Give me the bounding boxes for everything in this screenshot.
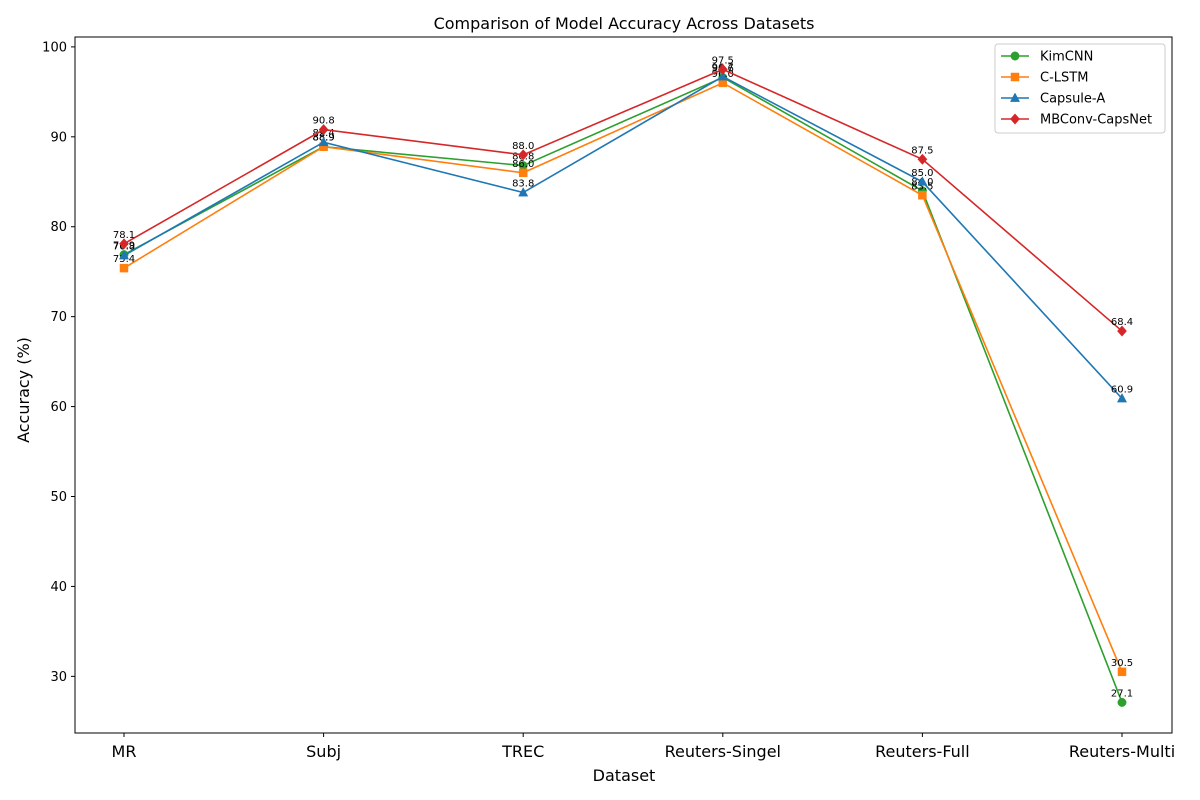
- data-point: [1117, 325, 1127, 337]
- y-tick-label: 70: [50, 310, 67, 325]
- x-tick-label: TREC: [501, 742, 544, 761]
- data-point: [518, 149, 529, 161]
- legend-item: KimCNN: [1001, 50, 1093, 65]
- series-line: [123, 75, 1123, 400]
- y-tick-label: 30: [50, 670, 67, 685]
- data-label: 27.1: [1111, 688, 1133, 699]
- y-tick-label: 40: [50, 580, 67, 595]
- x-tick-label: Reuters-Singel: [665, 742, 781, 761]
- data-point: [717, 63, 728, 75]
- data-point: [518, 168, 528, 178]
- chart-title: Comparison of Model Accuracy Across Data…: [434, 14, 815, 33]
- data-point: [918, 191, 927, 200]
- y-tick-label: 80: [50, 220, 67, 235]
- data-label: 60.9: [1111, 384, 1133, 395]
- y-tick-label: 50: [50, 490, 67, 505]
- series-capsule-a: 76.889.483.896.785.060.9: [113, 63, 1133, 403]
- y-axis-title: Accuracy (%): [14, 337, 33, 443]
- legend-item: Capsule-A: [1001, 92, 1105, 107]
- legend-label: MBConv-CapsNet: [1040, 113, 1152, 128]
- x-tick-label: Subj: [306, 742, 341, 761]
- data-point: [518, 187, 529, 197]
- data-point: [1117, 667, 1127, 677]
- data-label: 86.0: [512, 159, 534, 170]
- legend: KimCNN C-LSTM Capsule-A MBConv-CapsNet: [994, 43, 1166, 134]
- data-label: 83.5: [911, 181, 933, 192]
- data-point: [118, 249, 130, 260]
- series-c-lstm: 75.488.986.096.083.530.5: [113, 69, 1133, 677]
- series-kimcnn: 76.988.986.896.684.027.1: [113, 63, 1133, 707]
- data-label: 30.5: [1111, 658, 1133, 669]
- data-label: 90.8: [312, 116, 334, 127]
- data-label: 97.5: [712, 55, 734, 66]
- y-tick-label: 100: [42, 40, 67, 55]
- legend-item: MBConv-CapsNet: [1001, 113, 1152, 128]
- x-tick-label: Reuters-Multi: [1069, 742, 1175, 761]
- y-tick-label: 90: [50, 130, 67, 145]
- axes-frame: [74, 36, 1173, 734]
- data-point: [917, 176, 928, 186]
- x-tick-label: MR: [112, 742, 137, 761]
- data-label: 78.1: [113, 230, 135, 241]
- legend-marker: [1010, 72, 1020, 82]
- data-label: 88.0: [512, 141, 534, 152]
- data-label: 68.4: [1111, 317, 1133, 328]
- plot-area: 30 40 50 60 70 80 90 100 MR Subj TREC Reuters-Singe…: [42, 36, 1175, 761]
- legend-marker: [1009, 92, 1021, 102]
- data-point: [917, 153, 928, 165]
- series-line: [123, 68, 1123, 332]
- legend-label: C-LSTM: [1040, 71, 1088, 86]
- legend-item: C-LSTM: [1001, 71, 1088, 86]
- y-tick-label: 60: [50, 400, 67, 415]
- data-point: [318, 124, 329, 136]
- data-point: [1117, 697, 1127, 707]
- data-point: [318, 136, 329, 147]
- legend-box: [994, 43, 1166, 134]
- legend-marker: [1010, 113, 1020, 125]
- series-mbconv-capsnet: 78.1 90.8 88.0 97.5 87.5 68.4: [113, 55, 1133, 337]
- series-line: [123, 81, 1123, 673]
- legend-marker: [1010, 51, 1020, 61]
- legend-label: Capsule-A: [1040, 92, 1105, 107]
- x-axis-title: Dataset: [593, 766, 656, 785]
- data-label: 75.4: [113, 254, 135, 265]
- data-label: 83.8: [512, 179, 534, 190]
- data-point: [717, 71, 728, 81]
- data-label: 85.0: [911, 168, 933, 179]
- x-tick-label: Reuters-Full: [875, 742, 970, 761]
- legend-label: KimCNN: [1040, 50, 1093, 65]
- data-point: [119, 263, 129, 273]
- data-point: [1116, 392, 1128, 403]
- data-point: [119, 238, 129, 250]
- data-label: 87.5: [911, 145, 933, 156]
